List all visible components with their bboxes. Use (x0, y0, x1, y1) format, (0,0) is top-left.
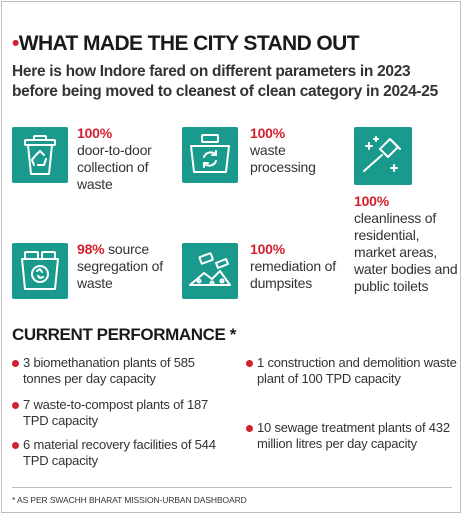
performance-item: 7 waste-to-compost plants of 187 TPD cap… (12, 397, 233, 429)
dumpsites-label: remediation of dumpsites (250, 258, 336, 291)
recycling-bin-icon (12, 127, 68, 183)
title-bullet: • (12, 32, 19, 55)
parameter-segregation: 98% source segregation of waste (77, 241, 172, 292)
infographic-title: •WHAT MADE THE CITY STAND OUT (12, 32, 360, 56)
segregation-label: source segregation of waste (77, 241, 163, 291)
parameter-cleanliness: 100% cleanliness of residential, market … (354, 193, 462, 295)
segregation-percent: 98% (77, 241, 105, 257)
parameter-door-to-door: 100% door-to-door collection of waste (77, 125, 172, 193)
door-to-door-label: door-to-door collection of waste (77, 142, 152, 192)
performance-title: CURRENT PERFORMANCE * (12, 325, 236, 344)
dumpsites-percent: 100% (250, 241, 286, 257)
footnote-divider (12, 487, 452, 488)
performance-item: 6 material recovery facilities of 544 TP… (12, 437, 233, 469)
door-to-door-percent: 100% (77, 125, 113, 141)
waste-processing-label: waste processing (250, 142, 316, 175)
performance-item: 10 sewage treatment plants of 432 millio… (246, 420, 464, 452)
cleanliness-label: cleanliness of residential, market areas… (354, 210, 458, 294)
cleaning-brush-icon (354, 127, 412, 185)
title-text: WHAT MADE THE CITY STAND OUT (18, 32, 360, 55)
footnote: * AS PER SWACHH BHARAT MISSION-URBAN DAS… (12, 495, 247, 505)
performance-item: 1 construction and demolition waste plan… (246, 355, 464, 387)
parameter-waste-processing: 100% waste processing (250, 125, 340, 176)
performance-item: 3 biomethanation plants of 585 tonnes pe… (12, 355, 223, 387)
dumpsite-icon (182, 243, 238, 299)
segregation-bins-icon (12, 243, 68, 299)
cleanliness-percent: 100% (354, 193, 390, 209)
infographic-subtitle: Here is how Indore fared on different pa… (12, 63, 438, 100)
recycling-truck-icon (182, 127, 238, 183)
parameter-dumpsites: 100% remediation of dumpsites (250, 241, 342, 292)
waste-processing-percent: 100% (250, 125, 286, 141)
